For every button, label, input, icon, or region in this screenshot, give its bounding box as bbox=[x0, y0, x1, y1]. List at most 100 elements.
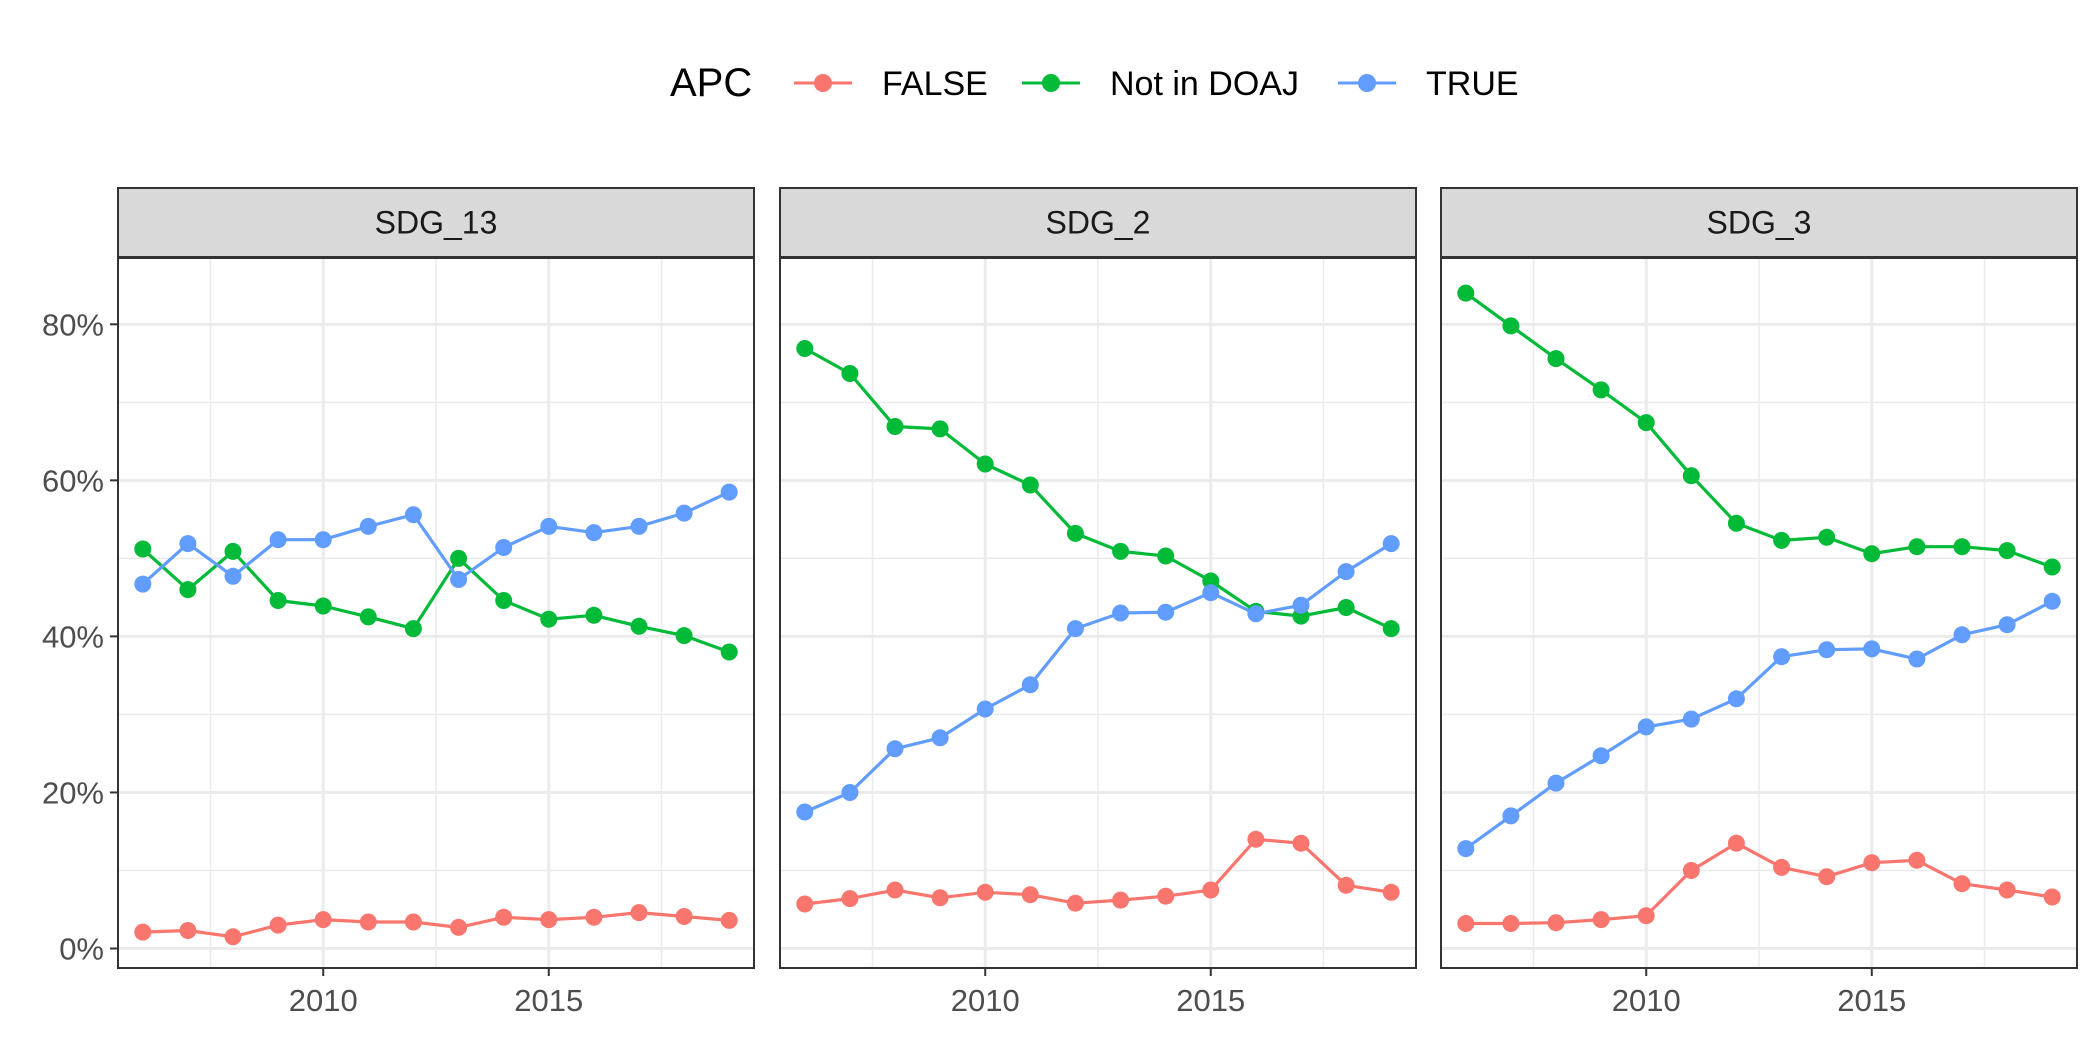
data-point-not-in-doaj-2015 bbox=[540, 610, 558, 628]
data-point-true-2010 bbox=[976, 700, 994, 718]
data-point-true-2015 bbox=[540, 517, 558, 535]
data-point-true-2013 bbox=[450, 571, 468, 588]
data-point-false-2015 bbox=[1202, 881, 1220, 899]
data-point-false-2010 bbox=[1637, 907, 1655, 925]
data-point-not-in-doaj-2018 bbox=[1337, 599, 1355, 616]
data-point-true-2013 bbox=[1773, 648, 1791, 666]
legend-key-point-false bbox=[814, 74, 832, 92]
data-point-true-2008 bbox=[224, 567, 242, 585]
data-point-not-in-doaj-2013 bbox=[450, 549, 468, 567]
data-point-false-2016 bbox=[585, 908, 603, 926]
data-point-false-2015 bbox=[540, 911, 558, 929]
data-point-false-2018 bbox=[675, 908, 693, 925]
panel-sdg-13: SDG_13 2010 2015 0% 20% 40% 60% 80% bbox=[42, 187, 755, 1018]
data-point-not-in-doaj-2009 bbox=[269, 592, 287, 609]
data-point-not-in-doaj-2011 bbox=[1682, 467, 1700, 485]
data-point-not-in-doaj-2015 bbox=[1202, 572, 1220, 590]
data-point-not-in-doaj-2012 bbox=[1066, 524, 1084, 542]
data-point-false-2017 bbox=[630, 904, 648, 922]
data-point-false-2013 bbox=[1112, 891, 1130, 909]
data-point-not-in-doaj-2013 bbox=[1112, 542, 1130, 560]
data-point-true-2006 bbox=[796, 803, 814, 821]
facet-strip-sdg-3 bbox=[1440, 187, 2078, 258]
data-point-not-in-doaj-2010 bbox=[976, 455, 994, 473]
series-line-true bbox=[1464, 599, 2053, 850]
data-point-not-in-doaj-2014 bbox=[495, 592, 513, 609]
data-point-true-2013 bbox=[1112, 604, 1130, 622]
data-point-true-2017 bbox=[630, 517, 648, 535]
legend-key-point-true bbox=[1358, 74, 1376, 92]
data-point-not-in-doaj-2007 bbox=[179, 581, 197, 599]
data-point-not-in-doaj-2007 bbox=[841, 365, 859, 382]
data-point-false-2012 bbox=[1066, 894, 1084, 912]
data-point-false-2010 bbox=[314, 911, 332, 929]
y-tick-label-80pct: 80% bbox=[42, 307, 104, 342]
data-point-true-2019 bbox=[720, 483, 738, 501]
data-point-false-2016 bbox=[1247, 830, 1265, 848]
data-point-true-2017 bbox=[1953, 626, 1971, 644]
data-point-true-2012 bbox=[404, 506, 422, 524]
data-point-true-2009 bbox=[269, 531, 287, 549]
series-true-sdg-2 bbox=[796, 535, 1400, 821]
y-tick-label-40pct: 40% bbox=[42, 619, 104, 654]
data-point-true-2012 bbox=[1727, 690, 1745, 708]
series-false-sdg-13 bbox=[134, 904, 738, 946]
facet-strip-label-sdg-2: SDG_2 bbox=[1046, 205, 1151, 241]
data-point-false-2007 bbox=[841, 890, 859, 908]
data-point-true-2017 bbox=[1292, 596, 1310, 614]
series-true-sdg-3 bbox=[1457, 592, 2061, 858]
data-point-not-in-doaj-2016 bbox=[585, 606, 603, 624]
data-point-false-2011 bbox=[1682, 862, 1700, 879]
data-point-true-2010 bbox=[314, 531, 332, 549]
facet-panels: SDG_13 2010 2015 0% 20% 40% 60% 80% SDG_2 2010 201… bbox=[42, 187, 2078, 1018]
data-point-true-2011 bbox=[1021, 676, 1039, 694]
legend-label-false: FALSE bbox=[882, 65, 988, 103]
panel-border-sdg-2 bbox=[779, 257, 1417, 969]
data-point-true-2008 bbox=[886, 740, 904, 758]
data-point-not-in-doaj-2017 bbox=[630, 617, 648, 635]
data-point-true-2014 bbox=[1818, 641, 1836, 659]
series-false-sdg-3 bbox=[1457, 834, 2061, 932]
data-point-not-in-doaj-2019 bbox=[2043, 558, 2061, 576]
data-point-not-in-doaj-2008 bbox=[886, 418, 904, 435]
data-point-false-2012 bbox=[1727, 834, 1745, 852]
data-point-false-2008 bbox=[886, 881, 904, 899]
data-point-not-in-doaj-2018 bbox=[675, 627, 693, 645]
y-tick-label-0pct: 0% bbox=[59, 931, 104, 966]
series-not-in-doaj-sdg-13 bbox=[134, 540, 738, 661]
data-point-true-2007 bbox=[1502, 807, 1520, 825]
data-point-not-in-doaj-2010 bbox=[1637, 414, 1655, 432]
data-point-false-2017 bbox=[1953, 875, 1971, 893]
data-point-not-in-doaj-2008 bbox=[224, 542, 242, 560]
legend-item-not-in-doaj: Not in DOAJ bbox=[1022, 65, 1299, 103]
data-point-false-2019 bbox=[2043, 888, 2061, 906]
data-point-not-in-doaj-2006 bbox=[1457, 284, 1475, 302]
legend-item-true: TRUE bbox=[1338, 65, 1519, 103]
data-point-true-2015 bbox=[1863, 640, 1881, 658]
x-tick-label-2015: 2015 bbox=[1176, 983, 1245, 1018]
legend-title: APC bbox=[670, 61, 752, 105]
data-point-not-in-doaj-2007 bbox=[1502, 317, 1520, 335]
data-point-true-2014 bbox=[1157, 603, 1175, 621]
data-point-false-2007 bbox=[179, 922, 197, 939]
data-point-false-2008 bbox=[1547, 914, 1565, 932]
data-point-false-2017 bbox=[1292, 834, 1310, 852]
legend-label-not-in-doaj: Not in DOAJ bbox=[1110, 65, 1299, 103]
data-point-not-in-doaj-2018 bbox=[1998, 542, 2016, 560]
panel-sdg-2: SDG_2 2010 2015 bbox=[779, 187, 1417, 1018]
data-point-not-in-doaj-2010 bbox=[314, 597, 332, 615]
panel-sdg-3: SDG_3 2010 2015 bbox=[1440, 187, 2078, 1018]
data-point-true-2016 bbox=[1908, 650, 1926, 668]
data-point-false-2009 bbox=[931, 889, 949, 907]
legend-item-false: FALSE bbox=[794, 65, 988, 103]
y-tick-label-60pct: 60% bbox=[42, 463, 104, 498]
data-point-false-2016 bbox=[1908, 851, 1926, 869]
data-point-true-2009 bbox=[1592, 747, 1610, 765]
legend-key-point-not-in-doaj bbox=[1042, 74, 1060, 92]
data-point-not-in-doaj-2019 bbox=[720, 643, 738, 661]
data-point-not-in-doaj-2017 bbox=[1953, 538, 1971, 556]
data-point-false-2014 bbox=[1818, 868, 1836, 886]
data-point-true-2007 bbox=[841, 784, 859, 801]
data-point-false-2019 bbox=[720, 911, 738, 929]
y-tick-label-20pct: 20% bbox=[42, 775, 104, 810]
